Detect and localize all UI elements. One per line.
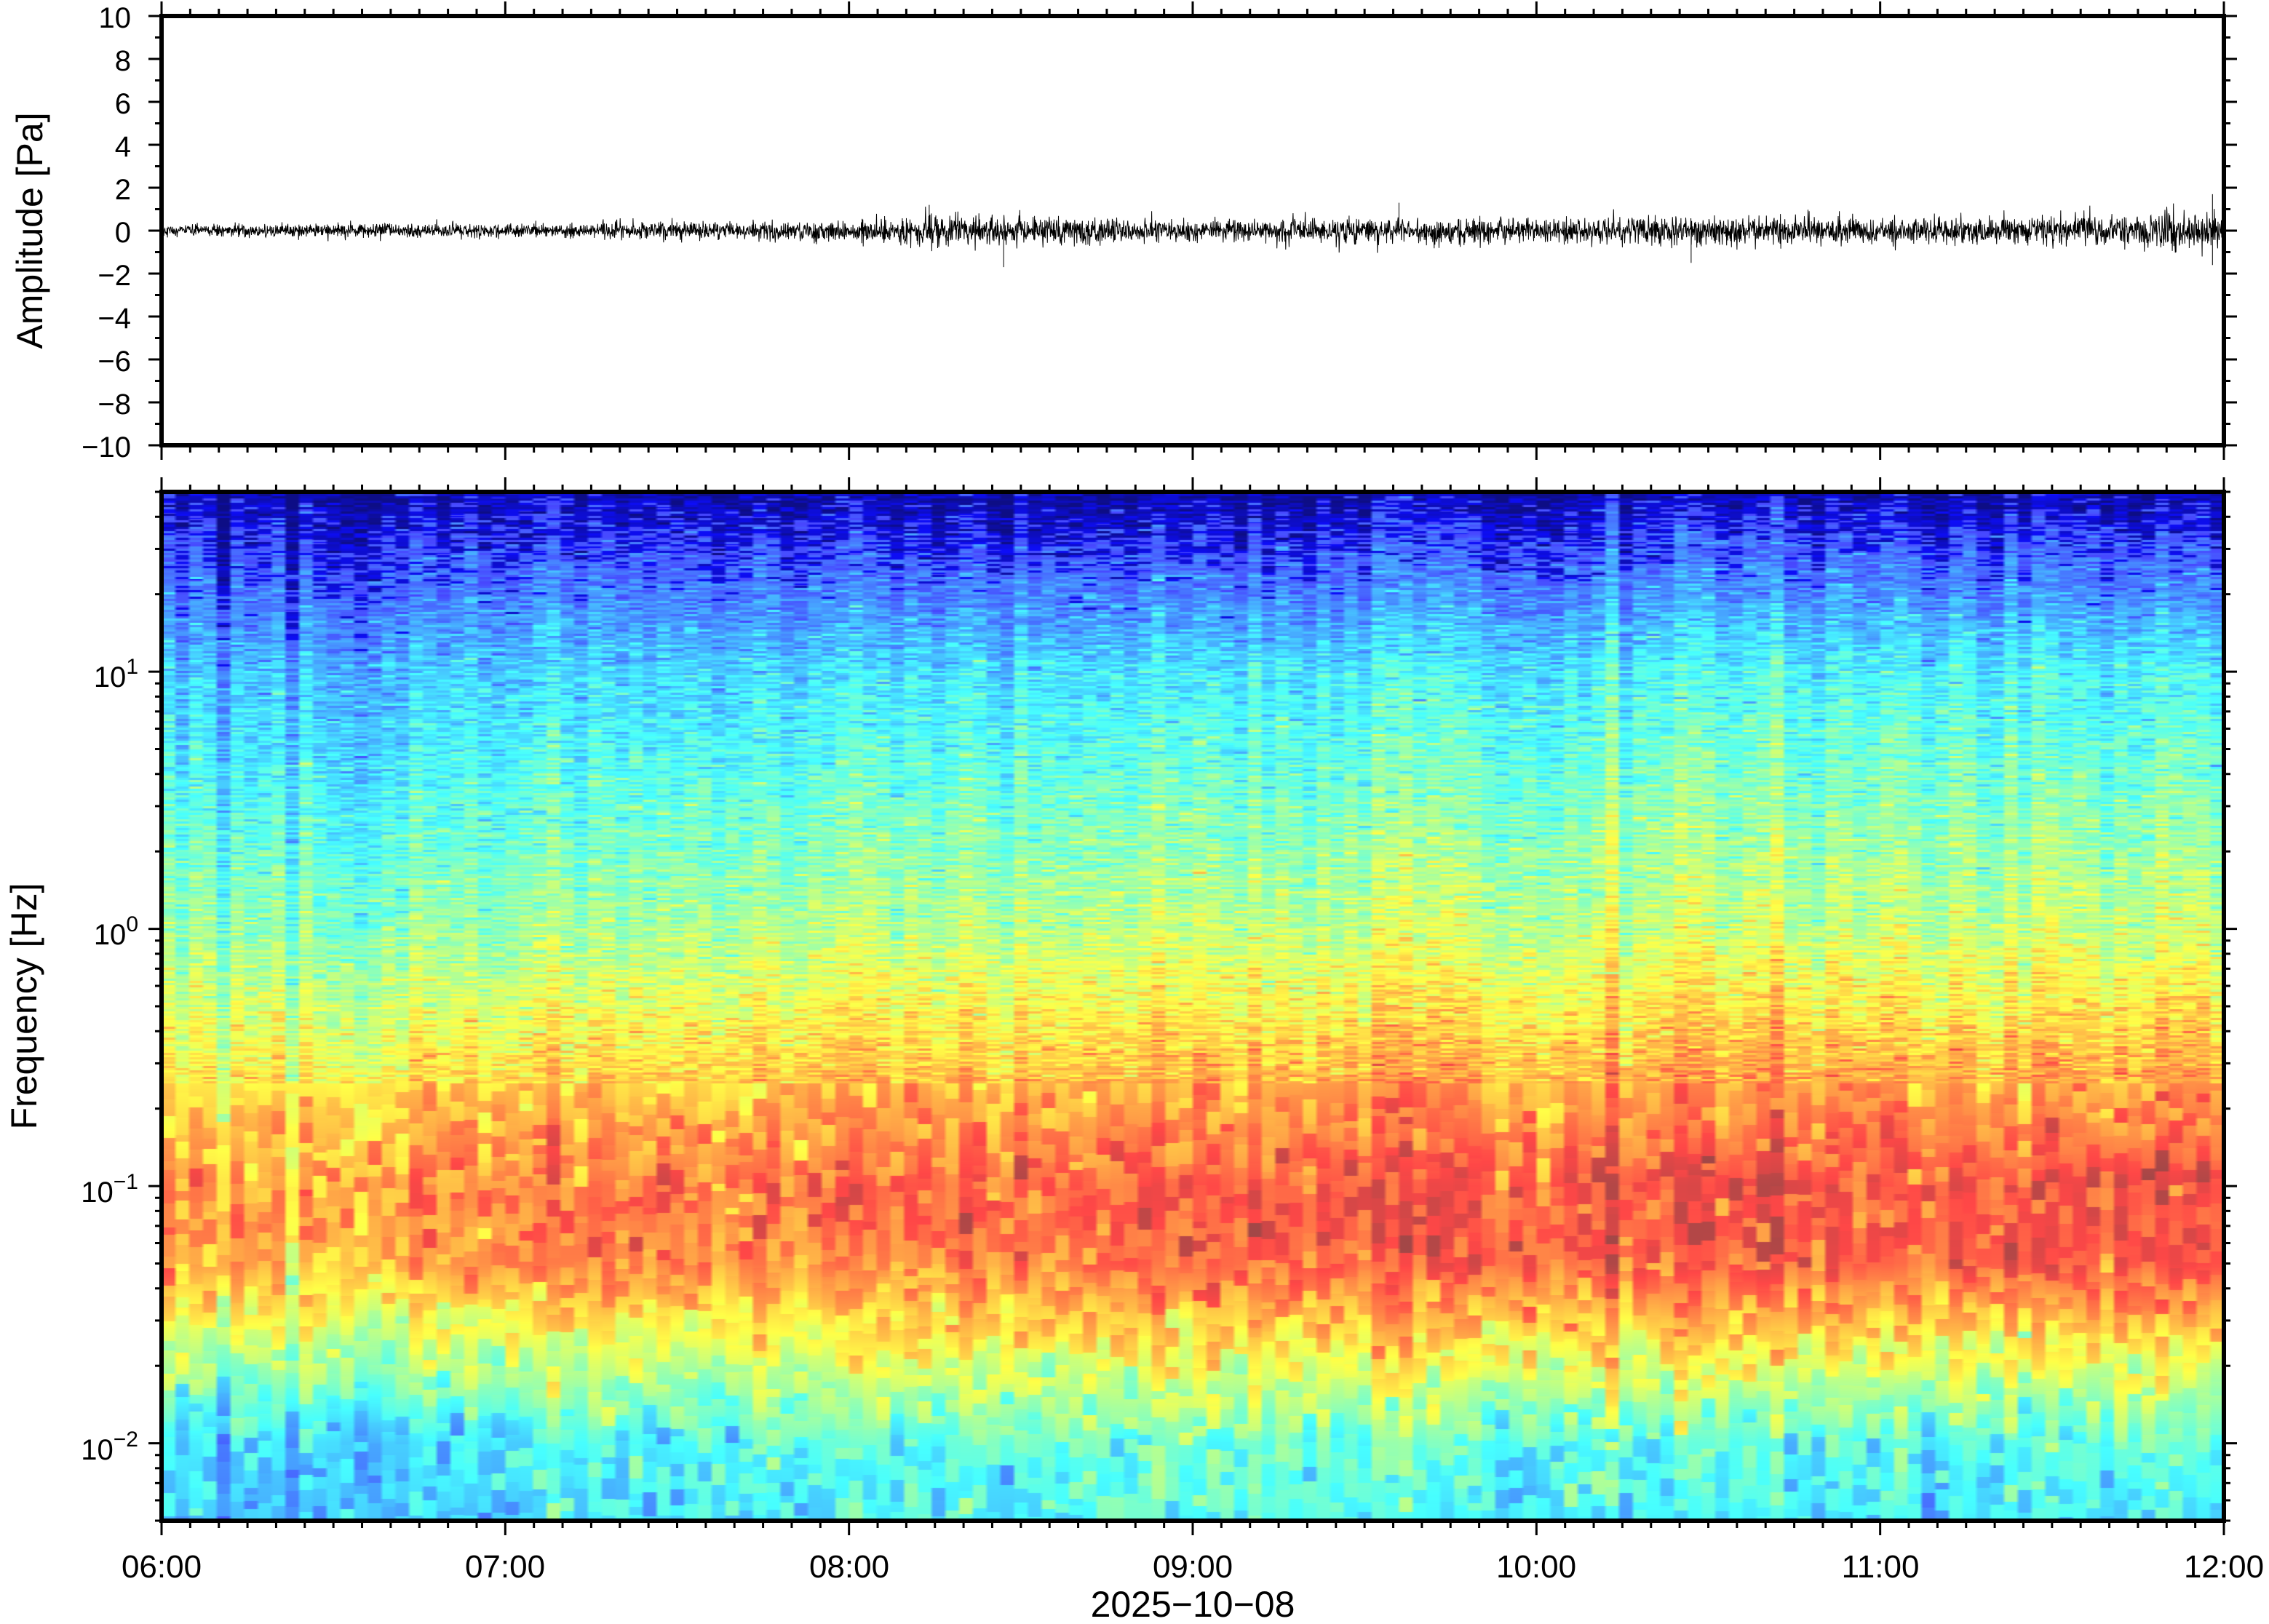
amplitude-axis-title: Amplitude [Pa] xyxy=(9,112,50,349)
amp-tick-label: −8 xyxy=(98,389,131,421)
freq-tick-label: 10−1 xyxy=(81,1170,138,1209)
date-axis-title: 2025−10−08 xyxy=(1091,1584,1295,1624)
spectrogram-frame xyxy=(159,490,2226,1523)
frequency-tick-labels: 10−2 10−1 100 101 xyxy=(81,655,138,1466)
amp-tick-label: 8 xyxy=(115,45,131,77)
time-tick-label: 12:00 xyxy=(2184,1549,2264,1585)
time-tick-label: 11:00 xyxy=(1842,1549,1920,1585)
freq-tick-label: 101 xyxy=(94,655,138,693)
amp-tick-label: 6 xyxy=(115,88,131,120)
frequency-axis-title: Frequency [Hz] xyxy=(4,883,44,1129)
waveform-trace xyxy=(161,194,2225,268)
spectrogram-heatmap xyxy=(162,492,2224,1521)
amp-tick-label: −6 xyxy=(98,346,131,378)
amp-tick-label: −4 xyxy=(98,303,131,335)
amplitude-tick-labels: 10 8 6 4 2 0 −2 −4 −6 −8 −10 xyxy=(82,2,131,463)
freq-tick-label: 100 xyxy=(94,912,138,951)
freq-tick-label: 10−2 xyxy=(81,1428,138,1466)
amp-tick-label: −10 xyxy=(82,431,131,463)
amp-tick-label: −2 xyxy=(98,260,131,292)
time-tick-label: 07:00 xyxy=(465,1549,545,1585)
time-tick-label: 09:00 xyxy=(1153,1549,1233,1585)
amp-tick-label: 10 xyxy=(99,2,132,34)
time-tick-label: 08:00 xyxy=(809,1549,889,1585)
amp-tick-label: 4 xyxy=(115,131,131,163)
time-tick-label: 10:00 xyxy=(1496,1549,1576,1585)
time-tick-label: 06:00 xyxy=(122,1549,202,1585)
amp-tick-label: 0 xyxy=(115,217,131,249)
amp-tick-label: 2 xyxy=(115,174,131,206)
time-tick-labels: 06:00 07:00 08:00 09:00 10:00 11:00 12:0… xyxy=(122,1549,2264,1585)
waveform-frame xyxy=(159,14,2226,447)
